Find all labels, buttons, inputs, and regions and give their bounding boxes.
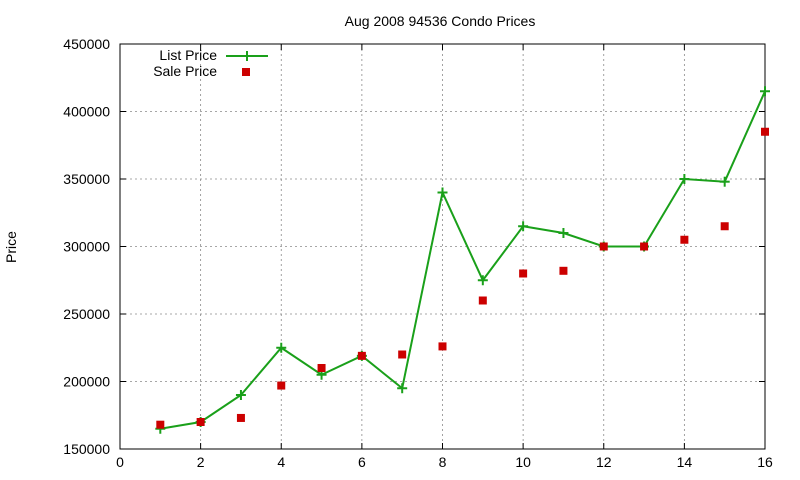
- sale-price-point: [398, 350, 407, 359]
- y-tick-label: 200000: [63, 374, 110, 390]
- sale-price-point: [357, 351, 366, 360]
- x-tick-label: 14: [677, 454, 693, 470]
- legend-marker-sale-price: [242, 68, 250, 76]
- sale-price-point: [680, 235, 689, 244]
- sale-price-point: [640, 242, 649, 251]
- list-price-point: [276, 342, 287, 353]
- sale-price-point: [599, 242, 608, 251]
- sale-price-point: [438, 342, 447, 351]
- chart-title: Aug 2008 94536 Condo Prices: [345, 13, 536, 29]
- list-price-point: [679, 174, 690, 184]
- x-tick-label: 12: [596, 454, 612, 470]
- y-tick-label: 250000: [63, 306, 110, 322]
- x-tick-label: 6: [358, 454, 366, 470]
- x-tick-label: 8: [439, 454, 447, 470]
- x-tick-label: 0: [116, 454, 124, 470]
- sale-price-point: [277, 381, 286, 390]
- list-price-point: [397, 383, 408, 394]
- list-price-point: [477, 275, 488, 286]
- list-price-point: [760, 86, 770, 97]
- x-tick-label: 16: [757, 454, 773, 470]
- series-line-list-price: [160, 90, 766, 430]
- x-tick-label: 2: [197, 454, 205, 470]
- legend-marker-list-price: [242, 51, 252, 61]
- list-price-point: [558, 228, 569, 238]
- y-tick-label: 350000: [63, 171, 110, 187]
- list-price-point: [719, 176, 730, 187]
- x-tick-label: 4: [277, 454, 285, 470]
- legend-label-list-price: List Price: [159, 47, 217, 63]
- series: [155, 86, 770, 434]
- y-tick-label: 150000: [63, 441, 110, 457]
- y-tick-label: 300000: [63, 239, 110, 255]
- sale-price-point: [559, 266, 568, 275]
- grid: [120, 44, 765, 449]
- sale-price-point: [478, 296, 487, 305]
- legend: List Price Sale Price: [153, 47, 268, 79]
- tick-labels: 0 2 4 6 8 10 12 14 16 150000 200000 250000 300000 350…: [63, 36, 773, 470]
- list-price-point: [437, 187, 448, 198]
- sale-price-point: [761, 127, 769, 136]
- x-tick-label: 10: [515, 454, 531, 470]
- y-axis-label: Price: [3, 231, 19, 263]
- list-price-point: [518, 221, 529, 232]
- sale-price-point: [519, 269, 528, 278]
- list-price-point: [235, 390, 246, 400]
- sale-price-point: [196, 418, 205, 426]
- y-tick-label: 400000: [63, 104, 110, 120]
- sale-price-point: [317, 364, 326, 372]
- legend-label-sale-price: Sale Price: [153, 63, 217, 79]
- sale-price-point: [720, 222, 729, 231]
- sale-price-point: [236, 413, 245, 422]
- sale-price-point: [156, 420, 165, 429]
- y-tick-label: 450000: [63, 36, 110, 52]
